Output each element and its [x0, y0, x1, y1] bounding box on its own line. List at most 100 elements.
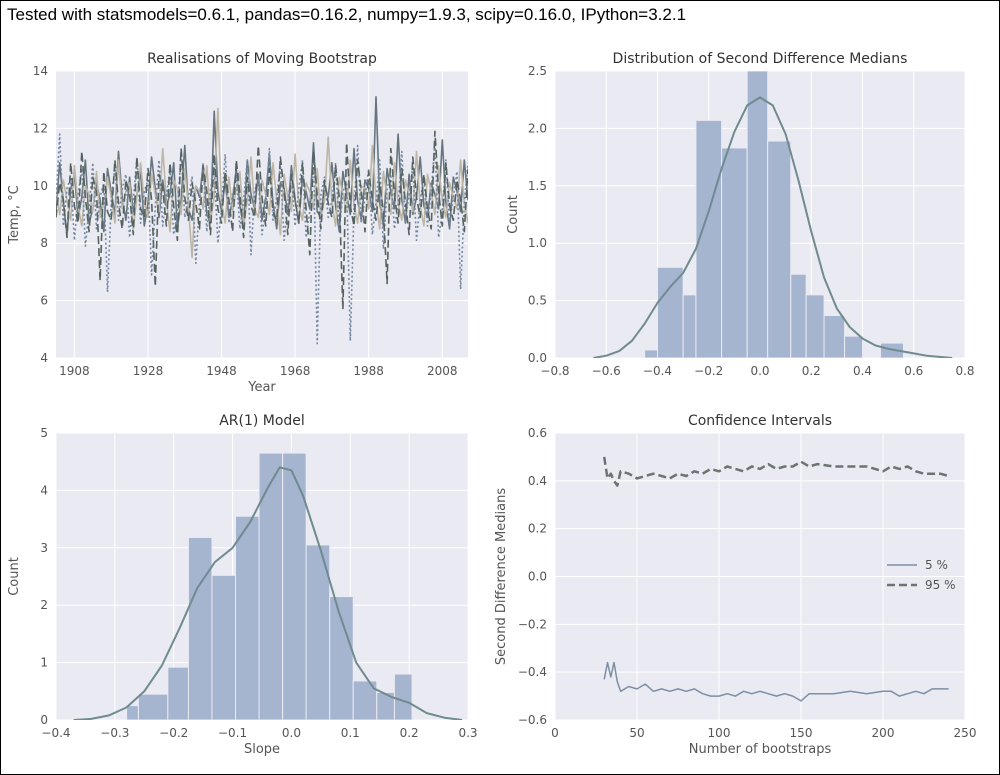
x-tick-label: −0.4	[643, 364, 672, 378]
y-tick-label: −0.6	[518, 713, 547, 727]
histogram-bar	[823, 315, 846, 358]
x-tick-label: 0.6	[904, 364, 923, 378]
histogram-bar	[790, 273, 807, 358]
y-axis-label: Count	[506, 195, 521, 234]
series-line	[603, 661, 949, 702]
x-tick-label: 0	[551, 726, 559, 740]
histogram-bar	[258, 452, 284, 720]
plot-marks	[56, 96, 468, 345]
histogram-bar	[137, 693, 169, 720]
y-tick-label: 10	[33, 179, 48, 193]
x-tick-label: 150	[790, 726, 813, 740]
histogram-bar	[211, 574, 237, 720]
x-tick-label: 50	[629, 726, 644, 740]
x-tick-label: 0.3	[458, 726, 477, 740]
y-tick-label: 5	[40, 426, 48, 440]
histogram-bar	[746, 71, 769, 358]
y-tick-label: 0.0	[528, 351, 547, 365]
plot-marks	[73, 452, 463, 720]
y-tick-label: −0.4	[518, 665, 547, 679]
histogram-bar	[126, 705, 139, 720]
y-tick-label: 1	[40, 656, 48, 670]
y-tick-label: 0	[40, 713, 48, 727]
y-tick-label: −0.2	[518, 617, 547, 631]
y-axis-label: Temp, °C	[7, 185, 22, 245]
confidence-panel: 0 50 100 150 200 250 −0.6 −0.4 −0.2 0.0 0.2 0.4 0.6 C…	[494, 413, 976, 757]
y-tick-label: 2.0	[528, 121, 547, 135]
y-tick-label: 0.5	[528, 294, 547, 308]
x-tick-label: −0.6	[592, 364, 621, 378]
x-tick-label: 0.0	[750, 364, 769, 378]
histogram-bar	[682, 294, 697, 358]
x-tick-label: −0.4	[41, 726, 70, 740]
y-tick-label: 8	[40, 236, 48, 250]
realisations-panel: 1908 1928 1948 1968 1988 2008 4 6 8 10 12 14 Realisa…	[7, 51, 468, 395]
histogram-bar	[721, 147, 748, 358]
x-tick-label: 0.2	[400, 726, 419, 740]
histogram-bar	[167, 666, 189, 720]
kde-curve	[73, 466, 463, 720]
ar1-panel: −0.4 −0.3 −0.2 −0.1 0.0 0.1 0.2 0.3 0 1 2 3 4 5 AR(1) …	[7, 413, 478, 757]
x-tick-label: −0.2	[694, 364, 723, 378]
histogram-bar	[187, 536, 213, 720]
chart-title: AR(1) Model	[219, 413, 305, 429]
y-tick-label: 12	[33, 121, 48, 135]
series-line	[602, 456, 949, 487]
x-tick-label: −0.3	[100, 726, 129, 740]
version-header: Tested with statsmodels=0.6.1, pandas=0.…	[7, 5, 687, 24]
x-tick-label: −0.1	[218, 726, 247, 740]
y-tick-label: 0.4	[528, 474, 547, 488]
x-tick-label: 200	[872, 726, 895, 740]
legend-label: 95 %	[925, 578, 956, 592]
series-line	[56, 96, 468, 236]
x-tick-label: 1968	[280, 364, 311, 378]
plot-marks	[602, 456, 949, 702]
x-axis-label: Year	[247, 380, 276, 395]
series-line	[56, 130, 468, 311]
y-tick-label: 0.2	[528, 522, 547, 536]
x-tick-label: −0.2	[159, 726, 188, 740]
x-tick-label: 100	[708, 726, 731, 740]
chart-title: Realisations of Moving Bootstrap	[147, 51, 377, 67]
y-tick-label: 0.6	[528, 426, 547, 440]
x-tick-label: 250	[954, 726, 977, 740]
y-tick-label: 1.5	[528, 179, 547, 193]
y-axis-label: Count	[7, 557, 22, 596]
y-axis-label: Second Difference Medians	[494, 488, 509, 665]
y-tick-label: 4	[40, 351, 48, 365]
x-tick-label: 0.4	[853, 364, 872, 378]
histogram-bar	[879, 342, 904, 358]
chart-title: Confidence Intervals	[688, 413, 832, 429]
y-tick-label: 1.0	[528, 236, 547, 250]
x-tick-label: 0.2	[802, 364, 821, 378]
series-line	[56, 133, 468, 345]
plot-marks	[593, 71, 953, 358]
chart-title: Distribution of Second Difference Median…	[613, 51, 908, 67]
x-tick-label: −0.8	[540, 364, 569, 378]
x-tick-label: 1928	[133, 364, 164, 378]
x-tick-label: 0.8	[955, 364, 974, 378]
kde-curve	[593, 96, 953, 358]
histogram-bar	[657, 266, 684, 358]
legend: 5 % 95 %	[887, 558, 956, 592]
histogram-bar	[644, 349, 658, 358]
y-tick-label: 14	[33, 64, 48, 78]
x-axis-label: Number of bootstraps	[689, 742, 832, 757]
y-tick-label: 0.0	[528, 570, 547, 584]
histogram-bar	[767, 140, 792, 358]
y-tick-label: 2.5	[528, 64, 547, 78]
second-diff-panel: −0.8 −0.6 −0.4 −0.2 0.0 0.2 0.4 0.6 0.8 0.0 0.5 1.0…	[506, 51, 975, 378]
histogram-bar	[844, 335, 863, 358]
histogram-bar	[805, 294, 825, 358]
y-tick-label: 2	[40, 598, 48, 612]
y-tick-label: 4	[40, 483, 48, 497]
x-tick-label: 1948	[206, 364, 237, 378]
x-tick-label: 0.1	[341, 726, 360, 740]
x-tick-label: 2008	[427, 364, 458, 378]
x-tick-label: 0.0	[282, 726, 301, 740]
histogram-bar	[393, 673, 413, 720]
x-tick-label: 1908	[59, 364, 90, 378]
histogram-bar	[235, 515, 260, 720]
y-tick-label: 3	[40, 541, 48, 555]
